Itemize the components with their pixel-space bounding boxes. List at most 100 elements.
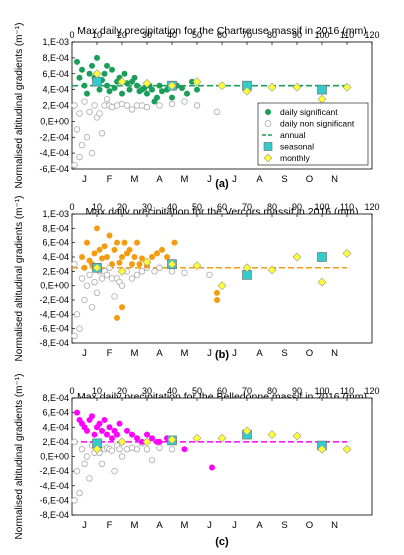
point-daily-significant [74, 58, 80, 65]
point-daily-significant [111, 246, 118, 253]
point-monthly [342, 444, 352, 454]
point-daily-significant [99, 427, 105, 434]
y-tick-label: -2,E-04 [39, 466, 69, 476]
x-tick-label: 30 [142, 30, 152, 40]
month-label: N [331, 174, 338, 185]
point-daily-significant [134, 435, 140, 442]
point-daily-significant [96, 420, 103, 427]
point-monthly [317, 444, 327, 454]
month-label: J [207, 520, 212, 531]
point-daily-significant [164, 254, 170, 260]
point-daily-significant [106, 424, 113, 431]
plot-area-3 [71, 397, 373, 516]
point-monthly [242, 263, 252, 273]
point-daily-non-significant [73, 467, 81, 475]
x-tick-label: 0 [69, 202, 74, 212]
point-daily-non-significant [108, 447, 116, 454]
point-monthly [167, 259, 177, 269]
point-monthly [192, 77, 202, 87]
point-daily-non-significant [128, 275, 136, 282]
point-daily-significant [159, 88, 165, 95]
point-monthly [142, 78, 152, 88]
point-daily-non-significant [193, 102, 201, 109]
point-daily-significant [81, 82, 88, 89]
point-daily-significant [179, 85, 185, 92]
x-tick-label: 30 [142, 386, 152, 396]
y-axis-label: Normalised altitudinal gradients (m⁻¹) [14, 23, 25, 189]
x-tick-label: 40 [167, 202, 177, 212]
y-tick-label: 2,E-04 [42, 266, 69, 276]
legend-label: monthly [280, 153, 311, 163]
point-daily-non-significant [78, 141, 86, 149]
point-daily-non-significant [78, 275, 86, 282]
y-tick-label: -6,E-04 [39, 495, 69, 505]
point-daily-non-significant [88, 149, 96, 157]
point-daily-significant [144, 90, 150, 97]
point-daily-non-significant [93, 289, 101, 297]
chart-title-1: Max daily precipitation for the Chartreu… [77, 25, 366, 37]
month-label: O [306, 348, 313, 359]
month-label: O [306, 174, 313, 185]
point-daily-significant [106, 88, 113, 95]
point-daily-significant [169, 94, 175, 101]
point-daily-significant [101, 243, 108, 250]
point-daily-significant [94, 225, 100, 232]
y-tick-label: -6,E-04 [39, 164, 69, 174]
point-daily-non-significant [103, 271, 111, 279]
y-tick-label: 0,E+00 [40, 281, 69, 291]
point-daily-significant [124, 427, 130, 434]
point-daily-non-significant [156, 264, 163, 271]
point-daily-significant [194, 86, 200, 93]
month-label: A [256, 520, 263, 531]
point-daily-non-significant [83, 282, 91, 289]
month-label: S [281, 520, 287, 531]
x-tick-label: 100 [314, 386, 329, 396]
point-monthly [167, 81, 177, 91]
month-label: J [232, 348, 237, 359]
x-tick-label: 0 [69, 386, 74, 396]
point-daily-significant [89, 413, 95, 420]
legend-label: seasonal [280, 142, 314, 152]
point-daily-significant [129, 431, 135, 438]
month-label: S [281, 174, 287, 185]
point-daily-significant [144, 431, 150, 438]
point-daily-non-significant [78, 445, 86, 453]
legend-marker-monthly [263, 153, 273, 163]
y-tick-label: -8,E-04 [39, 510, 69, 520]
x-tick-label: 100 [314, 202, 329, 212]
point-daily-significant [131, 254, 138, 260]
x-tick-label: 120 [364, 30, 379, 40]
month-label: M [131, 174, 139, 185]
y-tick-label: 4,E-04 [42, 85, 69, 95]
x-tick-label: 120 [364, 386, 379, 396]
x-tick-label: 50 [192, 386, 202, 396]
point-daily-non-significant [71, 161, 78, 169]
x-tick-label: 50 [192, 30, 202, 40]
point-daily-non-significant [151, 268, 158, 275]
point-seasonal [92, 76, 102, 87]
point-monthly [167, 435, 177, 445]
x-tick-label: 10 [92, 386, 102, 396]
x-tick-label: 10 [92, 202, 102, 212]
month-label: M [131, 520, 139, 531]
point-daily-significant [154, 438, 160, 445]
point-daily-significant [106, 232, 113, 239]
point-monthly [267, 265, 277, 275]
point-daily-non-significant [98, 460, 106, 468]
point-daily-significant [149, 254, 155, 260]
point-daily-non-significant [168, 100, 176, 108]
point-daily-significant [126, 86, 133, 93]
point-daily-non-significant [91, 278, 98, 286]
y-tick-label: 4,E-04 [42, 422, 69, 432]
y-tick-label: 4,E-04 [42, 252, 69, 262]
point-daily-significant [129, 261, 135, 268]
point-daily-significant [116, 259, 123, 266]
point-daily-significant [209, 464, 215, 471]
x-tick-label: 70 [242, 386, 252, 396]
x-tick-label: 20 [117, 30, 127, 40]
month-label: F [107, 348, 113, 359]
month-label: J [232, 520, 237, 531]
point-daily-significant [214, 289, 220, 296]
legend-marker-daily-significant [265, 109, 271, 115]
